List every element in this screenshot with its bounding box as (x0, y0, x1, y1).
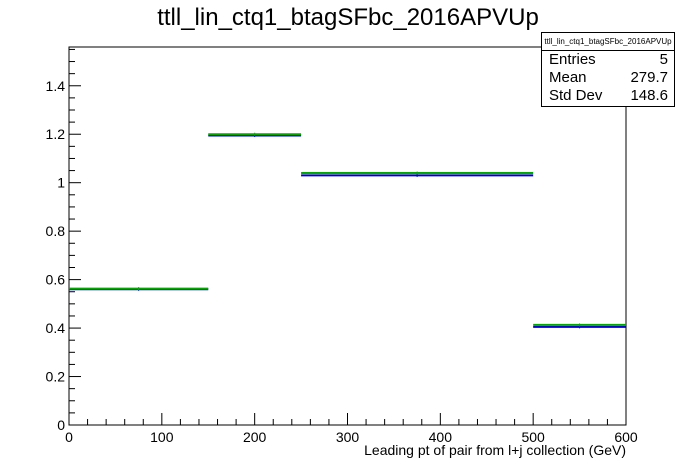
y-tick-label: 0.4 (46, 320, 66, 336)
y-tick-label: 1.4 (46, 78, 66, 94)
x-axis-label: Leading pt of pair from l+j collection (… (364, 442, 626, 458)
x-tick-label: 600 (614, 429, 638, 445)
chart-title: ttll_lin_ctq1_btagSFbc_2016APVUp (157, 4, 539, 31)
y-tick-label: 0.6 (46, 272, 66, 288)
y-tick-label: 1 (57, 175, 65, 191)
stats-label: Std Dev (549, 87, 603, 104)
stats-box: ttll_lin_ctq1_btagSFbc_2016APVUp Entries… (541, 32, 675, 107)
y-tick-label: 1.2 (46, 126, 66, 142)
stats-value: 279.7 (630, 69, 668, 86)
x-tick-label: 100 (150, 429, 174, 445)
stats-box-title: ttll_lin_ctq1_btagSFbc_2016APVUp (542, 33, 674, 51)
x-tick-label: 500 (521, 429, 545, 445)
y-tick-label: 0 (57, 417, 65, 433)
stats-row-stddev: Std Dev 148.6 (542, 87, 674, 105)
x-tick-label: 300 (336, 429, 360, 445)
stats-label: Entries (549, 51, 596, 68)
stats-value: 5 (659, 51, 668, 68)
stats-label: Mean (549, 69, 587, 86)
x-tick-label: 200 (243, 429, 267, 445)
y-tick-label: 0.2 (46, 369, 66, 385)
stats-value: 148.6 (630, 87, 668, 104)
y-tick-label: 0.8 (46, 223, 66, 239)
x-tick-label: 0 (65, 429, 73, 445)
stats-row-entries: Entries 5 (542, 51, 674, 69)
x-tick-label: 400 (429, 429, 453, 445)
stats-row-mean: Mean 279.7 (542, 69, 674, 87)
